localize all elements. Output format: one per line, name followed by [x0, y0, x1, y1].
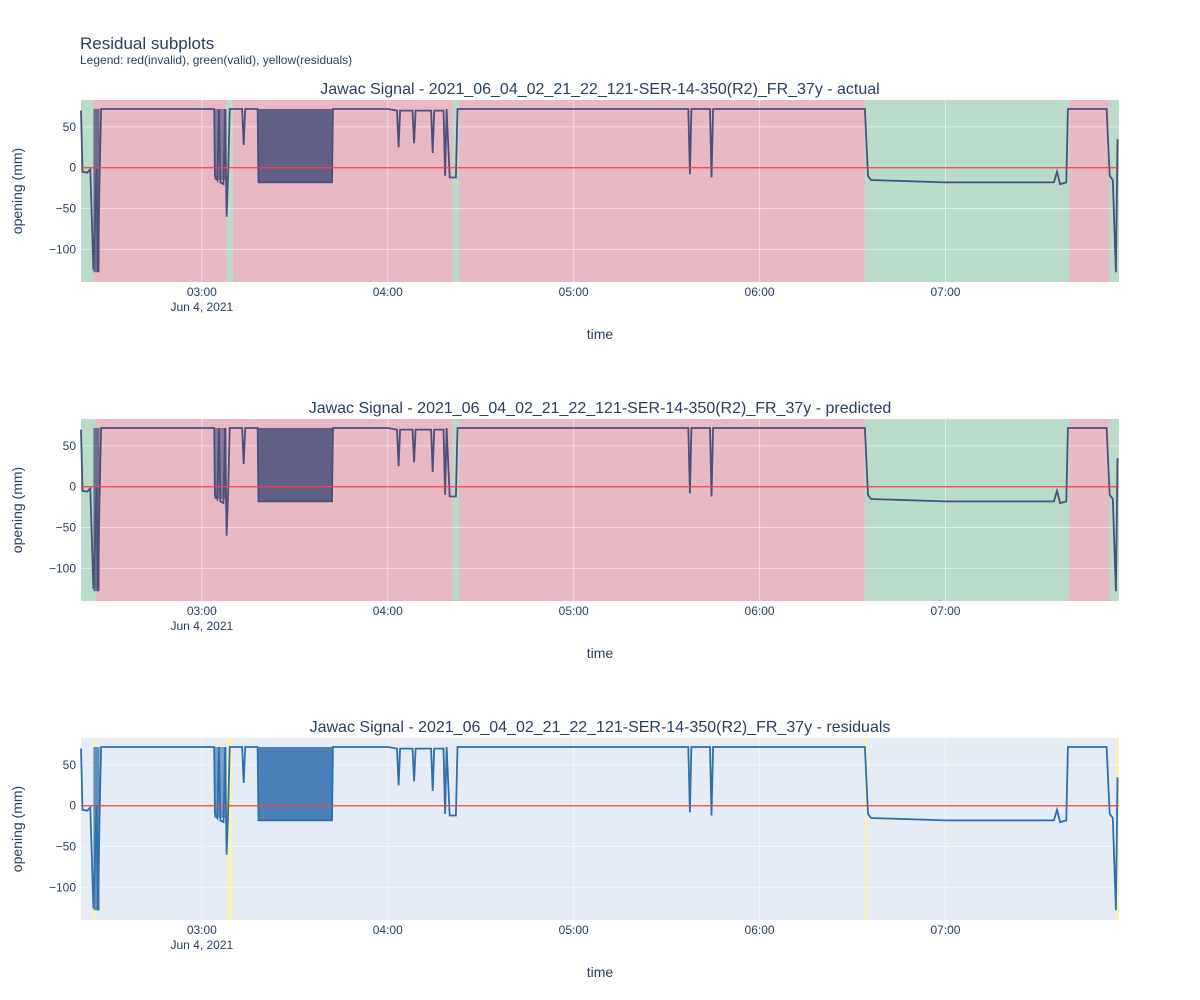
x-tick-label: 05:00 — [559, 604, 589, 618]
band-valid — [226, 100, 233, 282]
y-tick-label: 50 — [63, 120, 77, 134]
dense-oscillation — [258, 108, 332, 183]
x-axis-title: time — [587, 326, 614, 342]
band-invalid — [1069, 100, 1110, 282]
band-valid — [864, 419, 1070, 601]
x-axis-title: time — [587, 645, 614, 661]
y-tick-label: −50 — [56, 521, 77, 535]
dense-oscillation — [258, 427, 332, 502]
x-tick-label: 04:00 — [373, 923, 403, 937]
band-residual — [226, 738, 233, 920]
y-tick-label: −100 — [49, 561, 76, 575]
x-tick-label: 06:00 — [745, 923, 775, 937]
dense-oscillation — [93, 108, 100, 273]
band-invalid — [1069, 419, 1110, 601]
dense-oscillation — [214, 108, 227, 180]
x-tick-label: 06:00 — [745, 285, 775, 299]
y-tick-label: −100 — [49, 880, 76, 894]
figure-subtitle: Legend: red(invalid), green(valid), yell… — [80, 53, 353, 67]
band-valid — [1109, 100, 1119, 282]
y-axis-title: opening (mm) — [9, 467, 25, 553]
x-tick-label: 04:00 — [373, 285, 403, 299]
y-tick-label: 0 — [69, 161, 76, 175]
band-valid — [452, 419, 460, 601]
dense-oscillation — [93, 427, 100, 592]
y-tick-label: 50 — [63, 439, 77, 453]
x-tick-label: 07:00 — [930, 923, 960, 937]
x-tick-label: 07:00 — [930, 285, 960, 299]
y-tick-label: −100 — [49, 242, 76, 256]
subplot-3: Jawac Signal - 2021_06_04_02_21_22_121-S… — [9, 719, 1119, 980]
band-valid — [864, 100, 1070, 282]
dense-oscillation — [93, 746, 100, 911]
x-tick-label: 03:00 — [187, 923, 217, 937]
y-tick-label: −50 — [56, 202, 77, 216]
band-valid — [452, 100, 460, 282]
x-tick-label: 05:00 — [559, 285, 589, 299]
subplot-title: Jawac Signal - 2021_06_04_02_21_22_121-S… — [309, 400, 892, 417]
x-axis-title: time — [587, 964, 614, 980]
x-tick-label: 07:00 — [930, 604, 960, 618]
dense-oscillation — [214, 746, 227, 818]
y-tick-label: 50 — [63, 758, 77, 772]
plot-area — [81, 738, 1119, 920]
band-residual — [864, 738, 869, 920]
x-date-label: Jun 4, 2021 — [170, 619, 233, 633]
y-tick-label: 0 — [69, 799, 76, 813]
dense-oscillation — [214, 427, 227, 499]
subplot-2: Jawac Signal - 2021_06_04_02_21_22_121-S… — [9, 400, 1119, 661]
x-tick-label: 05:00 — [559, 923, 589, 937]
subplot-1: Jawac Signal - 2021_06_04_02_21_22_121-S… — [9, 81, 1119, 342]
dense-oscillation — [258, 746, 332, 821]
y-tick-label: 0 — [69, 480, 76, 494]
band-invalid — [459, 419, 865, 601]
figure-title: Residual subplots — [80, 34, 215, 53]
x-tick-label: 03:00 — [187, 604, 217, 618]
x-tick-label: 03:00 — [187, 285, 217, 299]
x-tick-label: 06:00 — [745, 604, 775, 618]
band-invalid — [93, 100, 227, 282]
x-date-label: Jun 4, 2021 — [170, 938, 233, 952]
y-axis-title: opening (mm) — [9, 148, 25, 234]
subplot-title: Jawac Signal - 2021_06_04_02_21_22_121-S… — [320, 81, 879, 98]
subplot-title: Jawac Signal - 2021_06_04_02_21_22_121-S… — [310, 719, 891, 736]
band-valid — [81, 100, 94, 282]
x-tick-label: 04:00 — [373, 604, 403, 618]
band-invalid — [459, 100, 865, 282]
band-valid — [1109, 419, 1119, 601]
x-date-label: Jun 4, 2021 — [170, 300, 233, 314]
y-axis-title: opening (mm) — [9, 786, 25, 872]
y-tick-label: −50 — [56, 840, 77, 854]
